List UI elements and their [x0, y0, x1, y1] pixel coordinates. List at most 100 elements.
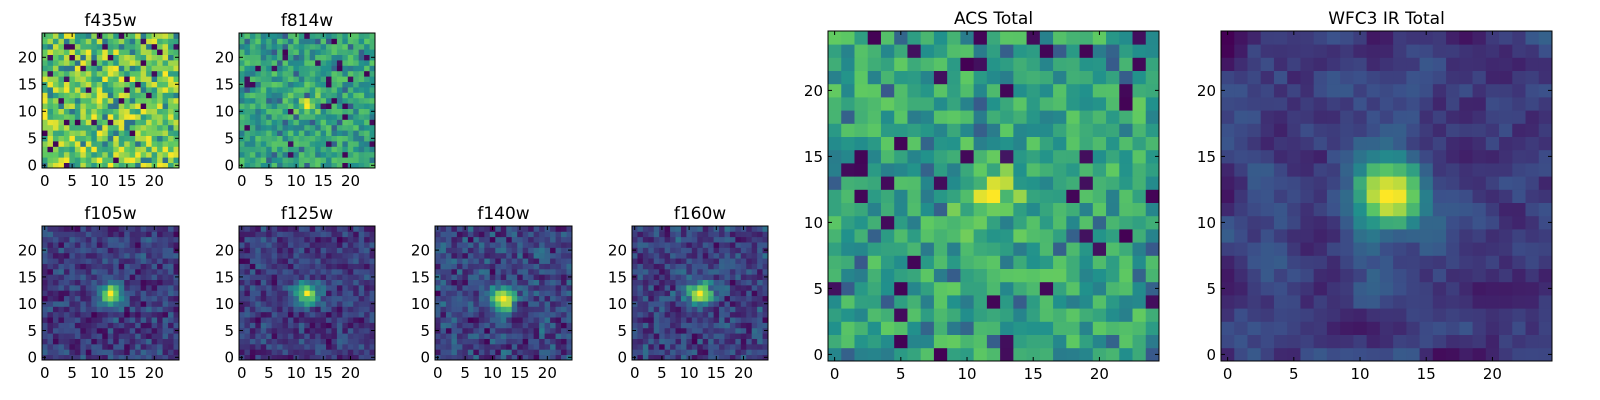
- pixel-cell: [58, 38, 65, 45]
- pixel-cell: [1340, 202, 1354, 217]
- pixel-cell: [277, 33, 283, 39]
- pixel-cell: [473, 263, 480, 270]
- pixel-cell: [489, 301, 496, 307]
- pixel-cell: [1119, 334, 1133, 349]
- pixel-cell: [435, 258, 441, 264]
- pixel-cell: [113, 108, 120, 115]
- pixel-cell: [107, 65, 114, 72]
- pixel-cell: [342, 54, 349, 61]
- pixel-cell: [47, 157, 54, 163]
- pixel-cell: [484, 295, 491, 302]
- pixel-cell: [653, 317, 660, 323]
- pixel-cell: [271, 108, 278, 115]
- pixel-cell: [277, 151, 283, 158]
- pixel-cell: [107, 343, 114, 350]
- pixel-cell: [85, 333, 92, 339]
- pixel-cell: [555, 284, 562, 291]
- pixel-cell: [1313, 255, 1328, 269]
- pixel-cell: [746, 333, 753, 339]
- pixel-cell: [113, 284, 120, 291]
- pixel-cell: [867, 334, 882, 349]
- pixel-cell: [244, 290, 251, 297]
- pixel-cell: [107, 226, 114, 232]
- pixel-cell: [249, 65, 256, 72]
- pixel-cell: [260, 301, 267, 307]
- pixel-cell: [347, 252, 354, 259]
- pixel-cell: [713, 338, 720, 345]
- pixel-cell: [369, 97, 376, 104]
- pixel-cell: [1432, 295, 1447, 309]
- pixel-cell: [528, 252, 535, 259]
- pixel-cell: [369, 157, 376, 163]
- pixel-cell: [277, 65, 283, 72]
- pixel-cell: [244, 130, 251, 136]
- pixel-cell: [157, 87, 163, 93]
- pixel-cell: [691, 263, 698, 270]
- pixel-cell: [244, 333, 251, 339]
- pixel-cell: [287, 103, 294, 109]
- pixel-cell: [102, 33, 109, 39]
- pixel-cell: [533, 349, 540, 356]
- pixel-cell: [1132, 229, 1147, 243]
- pixel-cell: [841, 242, 855, 256]
- pixel-cell: [58, 231, 65, 238]
- pixel-cell: [670, 226, 676, 232]
- pixel-cell: [239, 236, 245, 243]
- pixel-cell: [1512, 229, 1526, 243]
- pixel-cell: [653, 284, 660, 291]
- pixel-cell: [1512, 308, 1526, 322]
- pixel-cell: [680, 295, 687, 302]
- pixel-cell: [740, 268, 747, 275]
- pixel-cell: [293, 43, 300, 50]
- pixel-cell: [347, 327, 354, 334]
- pixel-cell: [85, 279, 92, 286]
- pixel-cell: [282, 54, 289, 61]
- pixel-cell: [309, 97, 316, 104]
- pixel-cell: [146, 268, 152, 275]
- pixel-cell: [342, 38, 349, 45]
- pixel-cell: [751, 263, 758, 270]
- pixel-cell: [729, 231, 736, 238]
- pixel-cell: [1000, 149, 1014, 164]
- pixel-cell: [249, 311, 256, 318]
- pixel-cell: [445, 236, 452, 243]
- pixel-cell: [287, 263, 294, 270]
- pixel-cell: [544, 343, 551, 350]
- pixel-cell: [102, 130, 109, 136]
- pixel-cell: [920, 202, 935, 217]
- pixel-cell: [353, 119, 360, 126]
- pixel-cell: [69, 60, 76, 66]
- pixel-cell: [517, 301, 524, 307]
- pixel-cell: [933, 110, 948, 124]
- pixel-cell: [298, 108, 305, 115]
- pixel-cell: [42, 242, 48, 248]
- pixel-cell: [74, 49, 81, 55]
- pixel-cell: [173, 231, 180, 238]
- pixel-cell: [255, 146, 262, 153]
- pixel-cell: [124, 333, 131, 339]
- pixel-cell: [80, 236, 87, 243]
- pixel-cell: [735, 231, 742, 238]
- pixel-cell: [244, 43, 251, 50]
- pixel-cell: [828, 31, 842, 45]
- pixel-cell: [63, 119, 70, 126]
- pixel-cell: [309, 54, 316, 61]
- pixel-cell: [42, 146, 48, 153]
- pixel-cell: [353, 263, 360, 270]
- pixel-cell: [353, 76, 360, 82]
- pixel-cell: [1485, 163, 1500, 177]
- pixel-cell: [719, 279, 725, 286]
- pixel-cell: [358, 70, 365, 77]
- pixel-cell: [52, 338, 59, 345]
- pixel-cell: [168, 242, 174, 248]
- pixel-cell: [973, 70, 988, 85]
- pixel-cell: [74, 76, 81, 82]
- pixel-cell: [495, 247, 502, 254]
- pixel-cell: [561, 231, 567, 238]
- pixel-cell: [146, 322, 152, 329]
- pixel-cell: [1459, 321, 1473, 335]
- pixel-cell: [260, 258, 267, 264]
- pixel-cell: [91, 33, 98, 39]
- pixel-cell: [933, 268, 948, 283]
- pixel-cell: [118, 43, 125, 50]
